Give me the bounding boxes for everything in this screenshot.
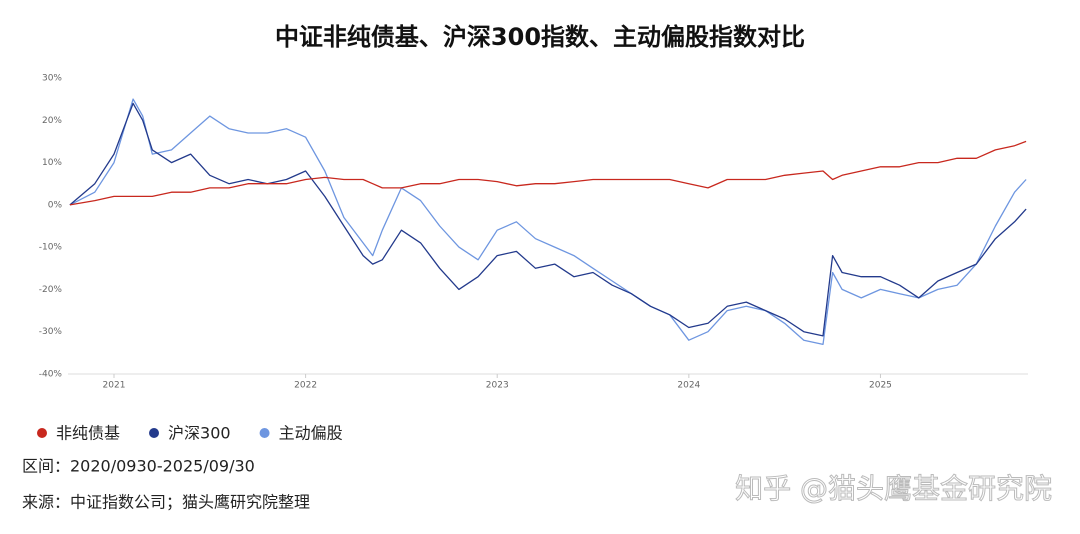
y-tick-label: -10% <box>39 243 63 253</box>
y-tick-label: -30% <box>39 327 63 337</box>
y-tick-label: -20% <box>39 285 63 295</box>
x-tick-label: 2022 <box>294 381 317 391</box>
y-tick-label: -40% <box>39 370 63 380</box>
y-tick-label: 0% <box>48 200 63 210</box>
watermark: 知乎 @猫头鹰基金研究院 <box>735 472 1052 505</box>
y-tick-label: 30% <box>42 74 62 84</box>
series-line <box>69 98 1027 346</box>
legend-label: 主动偏股 <box>279 424 343 443</box>
x-tick-label: 2023 <box>486 381 509 391</box>
y-tick-label: 20% <box>42 116 62 126</box>
legend-marker <box>37 428 47 438</box>
legend-marker <box>149 428 160 438</box>
note: 来源：中证指数公司；猫头鹰研究院整理 <box>22 493 310 512</box>
x-tick-label: 2025 <box>869 381 892 391</box>
x-tick-label: 2024 <box>677 381 700 391</box>
series-line <box>69 102 1027 337</box>
note: 区间：2020/0930-2025/09/30 <box>22 457 255 476</box>
y-tick-label: 10% <box>42 158 62 168</box>
x-tick-label: 2021 <box>103 381 126 391</box>
chart-title: 中证非纯债基、沪深300指数、主动偏股指数对比 <box>275 23 805 51</box>
legend-label: 非纯债基 <box>56 424 120 443</box>
legend-marker <box>259 428 270 438</box>
series-line <box>69 140 1027 206</box>
legend-label: 沪深300 <box>168 424 231 443</box>
